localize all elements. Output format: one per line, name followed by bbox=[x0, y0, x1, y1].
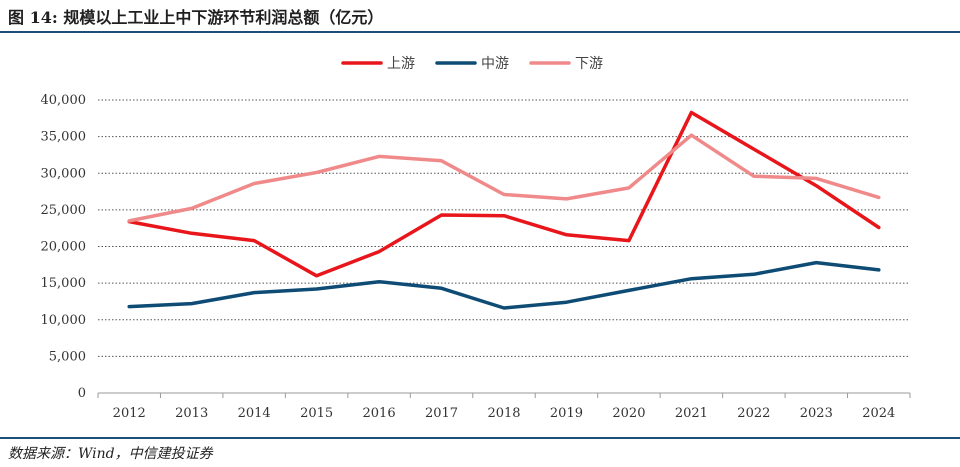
y-tick-label: 5,000 bbox=[49, 349, 86, 364]
x-tick-label: 2016 bbox=[363, 406, 396, 421]
x-tick-label: 2020 bbox=[612, 406, 645, 421]
x-tick-label: 2023 bbox=[800, 406, 833, 421]
series-line-1 bbox=[127, 110, 881, 278]
axes: 0 5,000 10,000 15,000 20,000 25,000 30,000 35,0… bbox=[41, 93, 911, 421]
x-tick-label: 2013 bbox=[175, 406, 208, 421]
x-tick-label: 2018 bbox=[487, 406, 520, 421]
y-tick-label: 25,000 bbox=[41, 203, 87, 218]
legend-label: 中游 bbox=[481, 56, 509, 72]
legend-label: 下游 bbox=[575, 56, 603, 72]
x-tick-label: 2012 bbox=[113, 406, 146, 421]
source-rule bbox=[0, 437, 960, 439]
x-tick-label: 2022 bbox=[737, 406, 770, 421]
y-tick-label: 0 bbox=[78, 386, 86, 401]
legend-label: 上游 bbox=[387, 56, 415, 72]
x-tick-label: 2017 bbox=[425, 406, 458, 421]
figure-title: 图 14: 规模以上工业上中下游环节利润总额（亿元） bbox=[8, 8, 384, 27]
y-tick-label: 30,000 bbox=[41, 166, 87, 181]
series-line-2 bbox=[127, 260, 881, 310]
y-tick-label: 15,000 bbox=[41, 276, 87, 291]
x-tick-label: 2019 bbox=[550, 406, 583, 421]
title-rule bbox=[0, 31, 960, 33]
y-tick-label: 40,000 bbox=[41, 93, 87, 108]
y-tick-label: 35,000 bbox=[41, 130, 87, 145]
source-note: 数据来源：Wind，中信建投证券 bbox=[8, 446, 213, 462]
x-tick-label: 2021 bbox=[675, 406, 708, 421]
x-tick-label: 2024 bbox=[862, 406, 895, 421]
legend: 上游 中游 下游 bbox=[341, 56, 603, 72]
grid-lines bbox=[98, 99, 910, 357]
y-tick-label: 10,000 bbox=[41, 313, 87, 328]
series-line-3 bbox=[127, 133, 881, 223]
y-tick-label: 20,000 bbox=[41, 240, 87, 255]
series-lines bbox=[127, 110, 881, 310]
x-tick-label: 2015 bbox=[300, 406, 333, 421]
x-tick-label: 2014 bbox=[238, 406, 271, 421]
